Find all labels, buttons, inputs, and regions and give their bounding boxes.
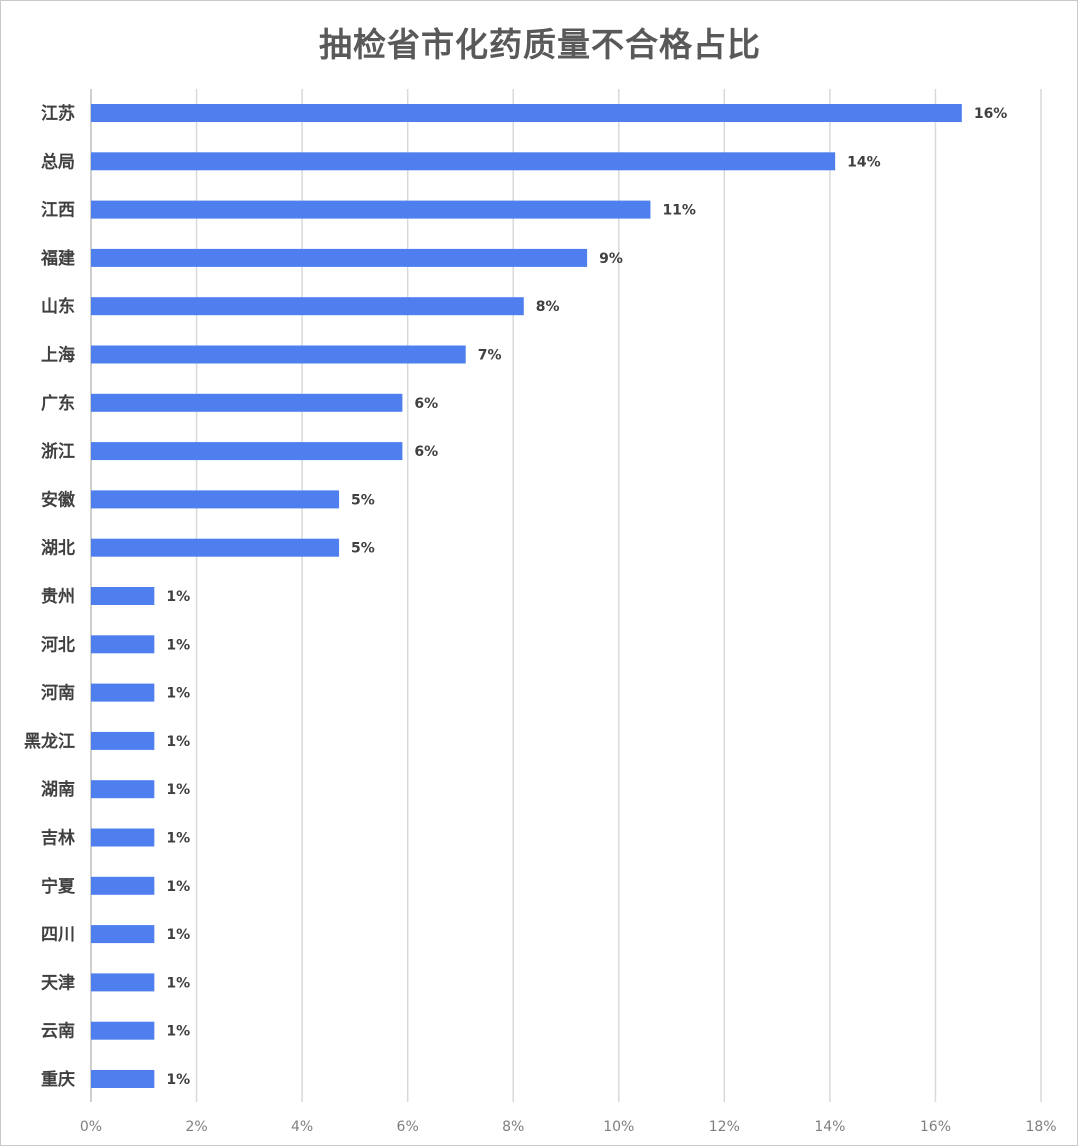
category-label: 江苏 bbox=[41, 103, 75, 124]
category-label: 宁夏 bbox=[41, 876, 76, 897]
bar bbox=[91, 200, 651, 219]
bar bbox=[91, 731, 155, 750]
x-tick-label: 4% bbox=[291, 1119, 313, 1135]
category-label: 湖南 bbox=[41, 779, 75, 800]
x-tick-label: 8% bbox=[502, 1119, 524, 1135]
category-label: 贵州 bbox=[41, 586, 75, 607]
data-label: 8% bbox=[536, 299, 560, 315]
x-tick-label: 0% bbox=[80, 1119, 102, 1135]
bar bbox=[91, 587, 155, 605]
category-label: 总局 bbox=[41, 151, 75, 172]
data-label: 16% bbox=[974, 106, 1008, 122]
data-label: 6% bbox=[414, 444, 438, 460]
bar bbox=[91, 780, 155, 799]
x-tick-label: 6% bbox=[397, 1119, 419, 1135]
bar bbox=[91, 152, 836, 171]
grid-lines bbox=[90, 89, 1042, 1102]
x-tick-label: 12% bbox=[709, 1119, 740, 1135]
category-label: 黑龙江 bbox=[24, 731, 75, 752]
data-label: 5% bbox=[351, 492, 375, 508]
category-label: 四川 bbox=[41, 925, 75, 945]
bar bbox=[91, 1021, 155, 1040]
x-tick-label: 14% bbox=[814, 1119, 845, 1135]
category-label: 广东 bbox=[41, 393, 75, 414]
data-label: 1% bbox=[166, 637, 190, 653]
data-label: 1% bbox=[166, 782, 190, 798]
x-tick-label: 16% bbox=[920, 1119, 951, 1135]
bar bbox=[91, 345, 466, 364]
data-label: 1% bbox=[166, 879, 190, 895]
category-label: 重庆 bbox=[41, 1069, 75, 1090]
data-label: 7% bbox=[478, 348, 502, 364]
bar bbox=[91, 876, 155, 895]
data-label: 1% bbox=[166, 686, 190, 702]
data-label: 9% bbox=[599, 251, 623, 267]
category-label: 湖北 bbox=[41, 539, 75, 559]
category-label: 江西 bbox=[41, 201, 75, 221]
category-label: 山东 bbox=[41, 296, 75, 317]
bar bbox=[91, 248, 588, 267]
category-label: 浙江 bbox=[41, 441, 75, 462]
category-label: 上海 bbox=[41, 345, 75, 366]
bar bbox=[91, 442, 403, 461]
category-label: 安徽 bbox=[41, 489, 76, 510]
data-label: 6% bbox=[414, 396, 438, 412]
data-label: 5% bbox=[351, 541, 375, 557]
data-label: 1% bbox=[166, 734, 190, 750]
data-label: 11% bbox=[662, 203, 696, 219]
value-labels: 16% 14% 11% 9% 8% 7% 6% 6% 5% 5% 1% 1% 1% 1% 1% 1% 1% 1% 1… bbox=[166, 106, 1007, 1088]
category-label: 天津 bbox=[41, 972, 75, 993]
x-tick-label: 10% bbox=[603, 1119, 634, 1135]
data-label: 1% bbox=[166, 1072, 190, 1088]
bar bbox=[91, 828, 155, 847]
bars bbox=[91, 104, 962, 1088]
bar bbox=[91, 635, 155, 654]
data-label: 1% bbox=[166, 927, 190, 943]
category-label: 河南 bbox=[41, 683, 75, 704]
bar bbox=[91, 297, 524, 316]
x-tick-label: 18% bbox=[1025, 1119, 1056, 1135]
category-label: 河北 bbox=[41, 635, 75, 655]
bar bbox=[91, 538, 340, 557]
bar bbox=[91, 393, 403, 412]
bar bbox=[91, 973, 155, 992]
category-label: 福建 bbox=[40, 248, 75, 269]
bar bbox=[91, 925, 155, 944]
data-label: 1% bbox=[166, 589, 190, 605]
chart-title: 抽检省市化药质量不合格占比 bbox=[319, 25, 761, 64]
x-axis-ticks: 0% 2% 4% 6% 8% 10% 12% 14% 16% 18% bbox=[80, 1119, 1057, 1135]
data-label: 1% bbox=[166, 975, 190, 991]
x-tick-label: 2% bbox=[185, 1119, 207, 1135]
bar bbox=[91, 1070, 155, 1088]
category-label: 吉林 bbox=[41, 828, 75, 849]
bar bbox=[91, 490, 340, 509]
category-label: 云南 bbox=[41, 1021, 75, 1042]
data-label: 1% bbox=[166, 831, 190, 847]
category-labels: 江苏总局江西福建山东上海广东浙江安徽湖北贵州河北河南黑龙江湖南吉林宁夏四川天津云… bbox=[24, 103, 76, 1090]
bar bbox=[91, 683, 155, 702]
data-label: 1% bbox=[166, 1024, 190, 1040]
data-label: 14% bbox=[847, 154, 881, 170]
bar bbox=[91, 104, 962, 122]
